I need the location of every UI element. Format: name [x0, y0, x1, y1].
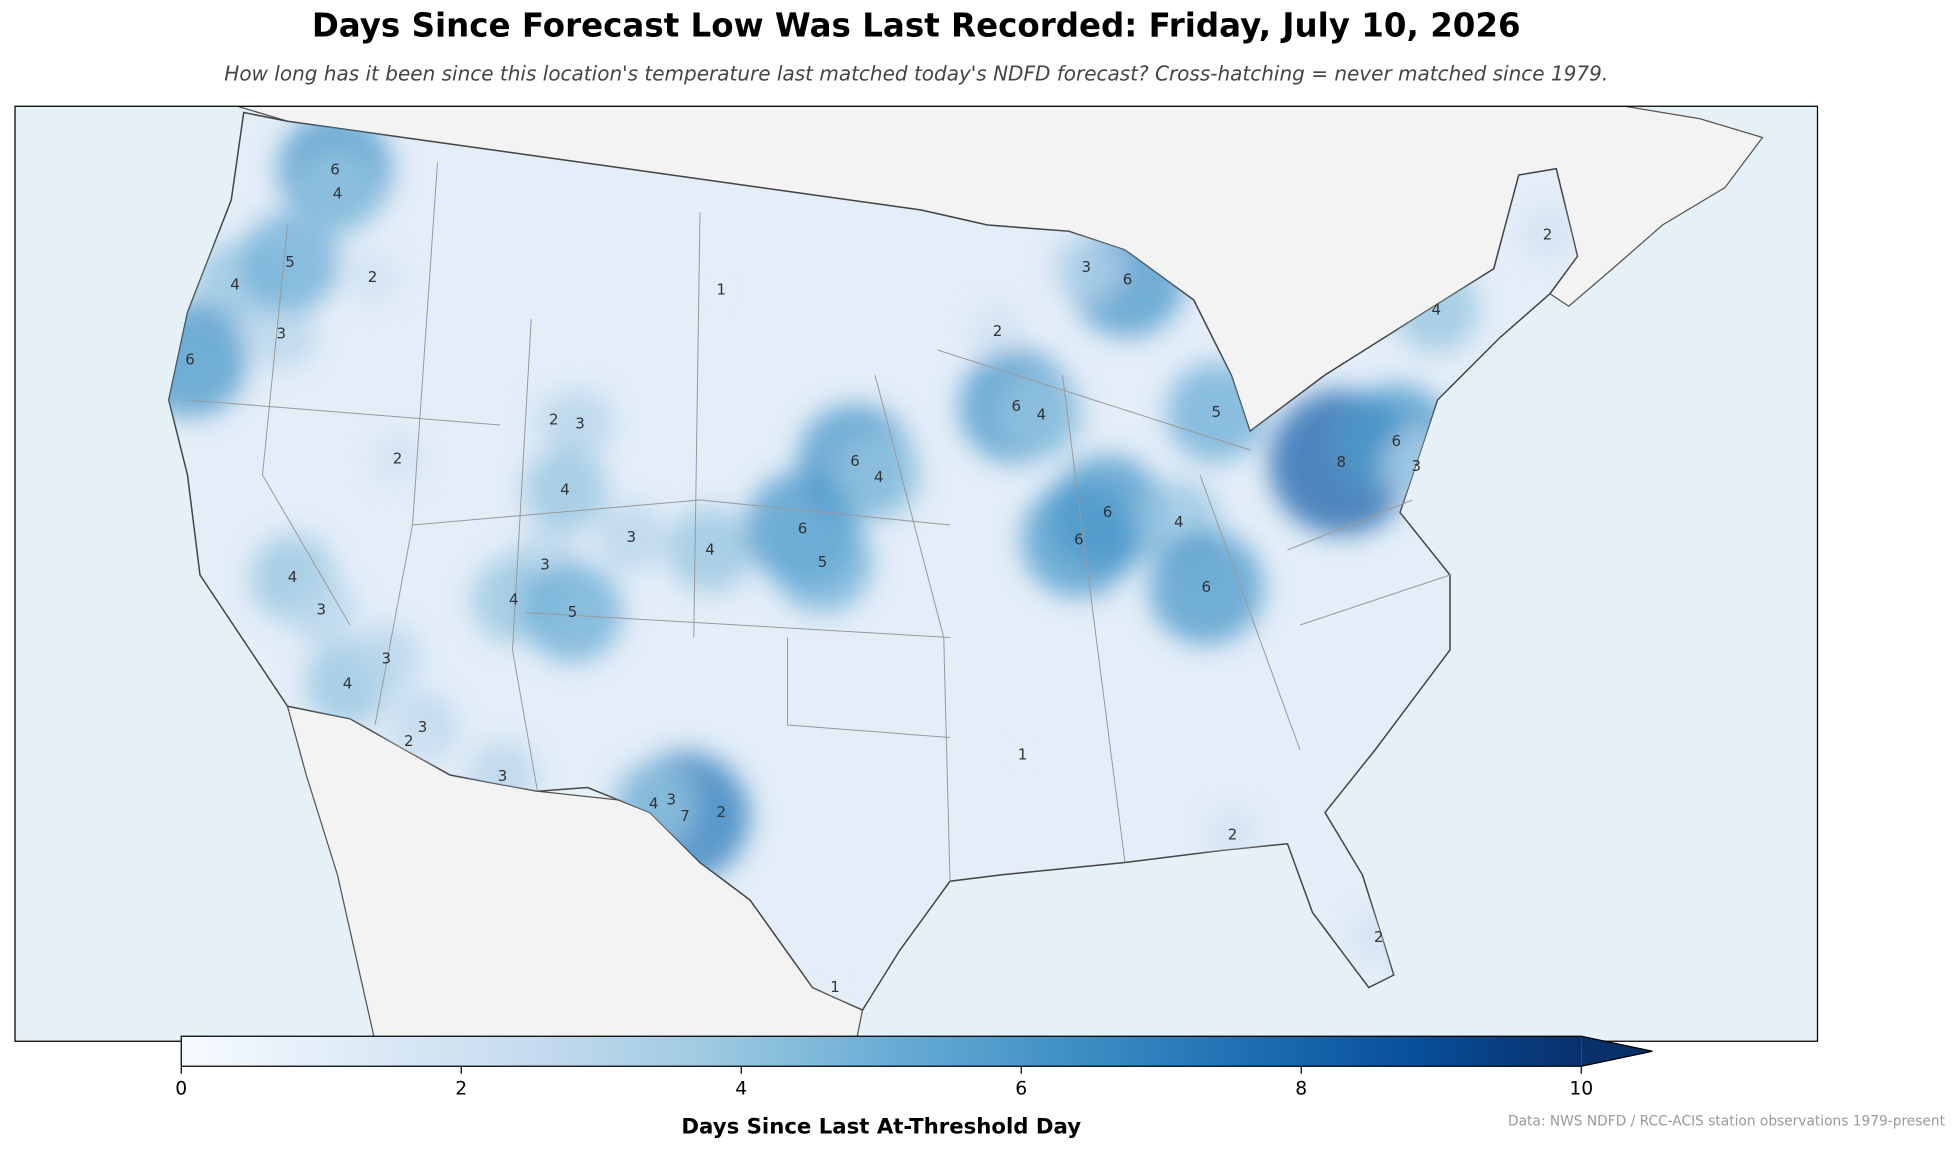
colorbar: [180, 1035, 1653, 1074]
heat-blob: [168, 302, 248, 418]
contour-label: 2: [393, 449, 403, 467]
contour-label: 6: [330, 161, 340, 179]
contour-label: 4: [1174, 513, 1184, 531]
contour-label: 4: [705, 541, 715, 559]
contour-label: 2: [404, 732, 414, 750]
contour-label: 1: [1018, 746, 1028, 764]
heat-blob: [701, 270, 742, 310]
contour-label: 5: [285, 253, 295, 271]
colorbar-tick-label: 10: [1569, 1078, 1593, 1099]
contour-label: 7: [680, 807, 690, 825]
heat-blob: [998, 372, 1084, 458]
state-lines: [187, 162, 1451, 882]
contour-label: 2: [368, 268, 378, 286]
contour-label: 5: [818, 553, 828, 571]
colorbar-ramp: [181, 1036, 1582, 1067]
contour-label: 3: [575, 414, 585, 432]
heat-blob: [246, 298, 317, 369]
contour-label: 4: [230, 276, 240, 294]
heat-blob: [295, 151, 380, 237]
contour-label: 3: [1411, 457, 1421, 475]
colorbar-tick-label: 6: [1015, 1078, 1027, 1099]
contour-label: 5: [1211, 403, 1221, 421]
contour-label: 4: [874, 468, 884, 486]
heat-blob: [667, 507, 753, 593]
contour-label: 2: [993, 322, 1003, 340]
contour-label: 2: [1374, 928, 1384, 946]
contour-label: 6: [1103, 503, 1113, 521]
heat-blob: [1520, 207, 1575, 263]
heat-blob: [1148, 530, 1264, 645]
heat-blob: [545, 388, 615, 459]
heat-blob: [522, 562, 623, 663]
colorbar-label: Days Since Last At-Threshold Day: [681, 1115, 1081, 1140]
contour-label: 3: [626, 528, 636, 546]
contour-label: 4: [1036, 406, 1046, 424]
colorbar-tick-label: 0: [175, 1078, 187, 1099]
heat-blob: [772, 512, 873, 613]
contour-label: 4: [509, 591, 519, 609]
contour-label: 2: [1543, 226, 1553, 244]
contour-label: 4: [333, 184, 343, 202]
heat-blob: [970, 303, 1025, 359]
contour-label: 6: [1011, 397, 1021, 415]
heat-blob: [1002, 735, 1043, 775]
contour-label: 4: [1431, 301, 1441, 319]
heat-blob: [286, 575, 357, 645]
heat-blob: [240, 212, 340, 313]
heat-blob: [1051, 232, 1122, 303]
contour-label: 3: [666, 791, 676, 809]
heat-blob: [370, 431, 425, 487]
contour-label: 6: [1123, 271, 1133, 289]
contour-label: 6: [1201, 578, 1211, 596]
contour-label: 6: [1074, 531, 1084, 549]
contour-label: 1: [716, 281, 726, 299]
contour-label: 3: [381, 649, 391, 667]
contour-label: 4: [343, 674, 353, 692]
contour-label: 2: [1228, 826, 1238, 844]
heat-blob: [1021, 482, 1137, 598]
contour-label: 3: [316, 601, 326, 619]
contour-label: 3: [276, 324, 286, 342]
source-note: Data: NWS NDFD / RCC-ACIS station observ…: [1508, 1113, 1946, 1129]
colorbar-outline: [180, 1035, 1653, 1067]
colorbar-tick-label: 4: [735, 1078, 747, 1099]
colorbar-extension: [1581, 1036, 1653, 1067]
contour-label: 1: [830, 978, 840, 996]
heat-blob: [836, 435, 922, 520]
contour-label: 3: [418, 718, 428, 736]
chart-subtitle: How long has it been since this location…: [224, 62, 1608, 86]
heat-blob: [522, 447, 608, 533]
heat-blob: [596, 502, 667, 573]
contour-label: 3: [498, 767, 508, 785]
contour-label: 2: [716, 803, 726, 821]
chart-title: Days Since Forecast Low Was Last Recorde…: [312, 7, 1521, 45]
contour-label: 3: [540, 556, 550, 574]
contour-label: 6: [1391, 432, 1401, 450]
contour-label: 4: [560, 481, 570, 499]
contour-label: 6: [185, 351, 195, 369]
contour-label: 6: [798, 519, 808, 537]
contour-label: 5: [568, 603, 578, 621]
contour-label: 3: [1081, 258, 1091, 276]
contour-label: 2: [549, 411, 559, 429]
contour-label: 4: [649, 794, 659, 812]
contour-label: 6: [850, 452, 860, 470]
heat-blob: [345, 250, 400, 305]
contour-label: 8: [1336, 453, 1346, 471]
heat-layer: [168, 112, 1575, 1008]
colorbar-tick-label: 2: [455, 1078, 467, 1099]
heat-blob: [351, 623, 422, 694]
colorbar-tick-label: 8: [1295, 1078, 1307, 1099]
contour-label: 4: [288, 568, 298, 586]
